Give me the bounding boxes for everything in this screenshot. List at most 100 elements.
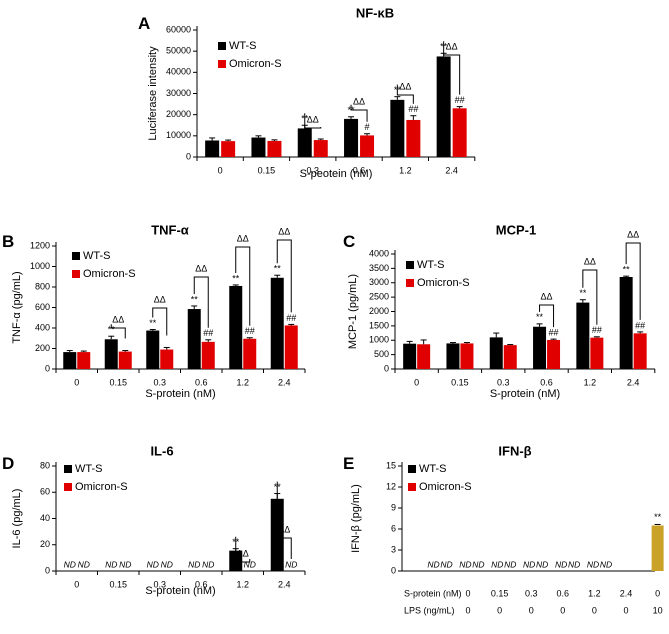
panel-a-sig-mark: ## (408, 104, 418, 114)
panel-d-bracket-label: ΔΔ (278, 524, 290, 534)
panel-a-bracket (350, 104, 368, 122)
panel-b-category-label: 0.15 (109, 377, 127, 387)
panel-b-sig-mark: ** (274, 264, 282, 274)
panel-d-legend-swatch (64, 483, 72, 491)
panel-a-ytick-label: 40000 (166, 67, 191, 77)
panel-c-category-label: 0.15 (451, 377, 469, 387)
panel-b-bracket-label: ΔΔ (195, 263, 207, 273)
panel-d-legend-label: Omicron-S (75, 481, 128, 493)
panel-c-bracket-label: ΔΔ (627, 229, 639, 239)
panel-c-category-label: 0.3 (497, 377, 510, 387)
panel-b-letter: B (2, 232, 14, 251)
panel-c-bar (417, 344, 431, 369)
panel-d-ytick-label: 0 (45, 565, 50, 575)
panel-c-bar (576, 302, 590, 369)
panel-c-category-label: 0.6 (540, 377, 553, 387)
panel-b-bar (270, 277, 284, 369)
panel-a-bar (360, 135, 375, 157)
panel-d-category-label: 0.6 (195, 579, 208, 589)
panel-a-bracket (304, 113, 322, 129)
panel-b-bar (160, 349, 174, 369)
panel-a-bar (406, 119, 421, 157)
panel-c-ytick-label: 500 (374, 349, 389, 359)
panel-c-bracket (625, 242, 641, 320)
panel-a-sig-mark: ## (455, 95, 465, 105)
panel-c-letter: C (343, 232, 355, 251)
panel-c-sig-mark: ## (592, 325, 602, 335)
panel-d-legend-swatch (64, 465, 72, 473)
panel-b-sig-mark: ** (191, 294, 199, 304)
panel-e-legend-label: WT-S (419, 463, 447, 475)
panel-d-nd-label: ND (244, 559, 256, 569)
panel-d-bracket (235, 536, 251, 563)
panel-e-row-label-sprotein: S-protein (nM) (404, 588, 462, 598)
panel-a-bar (452, 108, 467, 157)
panel-b-bar (243, 338, 257, 369)
panel-a-bar (221, 141, 236, 157)
panel-d-ytick-label: 80 (40, 460, 50, 470)
panel-a-bracket-label: ΔΔ (307, 114, 319, 124)
panel-c-ytick-label: 2000 (369, 306, 389, 316)
panel-b-ytick-label: 800 (35, 281, 50, 291)
panel-b-ytick-label: 200 (35, 343, 50, 353)
panel-c-bracket-label: ΔΔ (584, 256, 596, 266)
panel-c-category-label: 0 (414, 377, 419, 387)
panel-a-ytick-label: 50000 (166, 46, 191, 56)
panel-e-sprotein-value: 1.2 (588, 588, 601, 598)
panel-a-bracket-label: ΔΔ (399, 81, 411, 91)
panel-e-letter: E (343, 454, 354, 473)
panel-c-sig-mark: ## (635, 320, 645, 330)
panel-d-title: IL-6 (150, 443, 173, 458)
panel-c-legend-label: WT-S (417, 259, 445, 271)
panel-b-sig-mark: ** (108, 325, 116, 335)
panel-d-category-label: 2.4 (278, 579, 291, 589)
panel-c-ytick-label: 0 (384, 363, 389, 373)
panel-b-ytick-label: 400 (35, 322, 50, 332)
panel-c-bar (489, 337, 503, 369)
panel-e-legend-swatch (408, 483, 416, 491)
panel-c-ytick-label: 3000 (369, 277, 389, 287)
panel-b-legend-label: WT-S (83, 250, 111, 262)
panel-d-ytick-label: 20 (40, 539, 50, 549)
panel-e-lps-value: 0 (497, 605, 502, 615)
panel-b-bar (63, 352, 77, 369)
panel-c-bar (619, 277, 633, 369)
panel-d-nd-label: ND (161, 559, 173, 569)
panel-a-ytick-label: 30000 (166, 88, 191, 98)
panel-c-title: MCP-1 (496, 222, 536, 237)
panel-e-ytick-label: 3 (391, 544, 396, 554)
panel-e-sprotein-value: 0.3 (525, 588, 538, 598)
panel-a-bracket-label: ΔΔ (353, 96, 365, 106)
panel-c-sig-mark: ** (579, 288, 587, 298)
panel-b-bar (118, 351, 132, 369)
panel-c-category-label: 1.2 (584, 377, 597, 387)
panel-e-lps-value: 0 (623, 605, 628, 615)
panel-a-ytick-label: 60000 (166, 24, 191, 34)
panel-c-bar (590, 337, 604, 369)
panel-e-nd-label: ND (440, 559, 452, 569)
panel-a-category-label: 2.4 (445, 165, 458, 175)
panel-d-category-label: 0.3 (153, 579, 166, 589)
panel-b-bar (229, 285, 243, 369)
panel-c-bracket (539, 304, 555, 328)
panel-d-xlabel: S-protein (nM) (145, 585, 215, 597)
panel-e-ylabel: IFN-β (pg/mL) (350, 484, 362, 553)
panel-e-sprotein-value: 0.15 (491, 588, 509, 598)
panel-e-lps-value: 0 (465, 605, 470, 615)
panel-a-legend-swatch (218, 42, 226, 50)
panel-e-nd-label: ND (427, 559, 439, 569)
panel-a-category-label: 0.6 (353, 165, 366, 175)
panel-b-legend-swatch (72, 270, 80, 278)
panel-e-ytick-label: 12 (386, 481, 396, 491)
panel-d-nd-label: ND (64, 559, 76, 569)
panel-d-nd-label: ND (285, 559, 297, 569)
panel-d-category-label: 0.15 (109, 579, 127, 589)
panel-b-category-label: 1.2 (236, 377, 249, 387)
panel-b-bracket-label: ΔΔ (278, 226, 290, 236)
panel-a-ytick-label: 20000 (166, 109, 191, 119)
panel-d-legend-label: WT-S (75, 463, 103, 475)
panel-a-letter: A (138, 14, 150, 33)
panel-a-category-label: 0.3 (306, 165, 319, 175)
panel-c-bar (533, 326, 547, 369)
panel-c-bar (403, 343, 417, 369)
